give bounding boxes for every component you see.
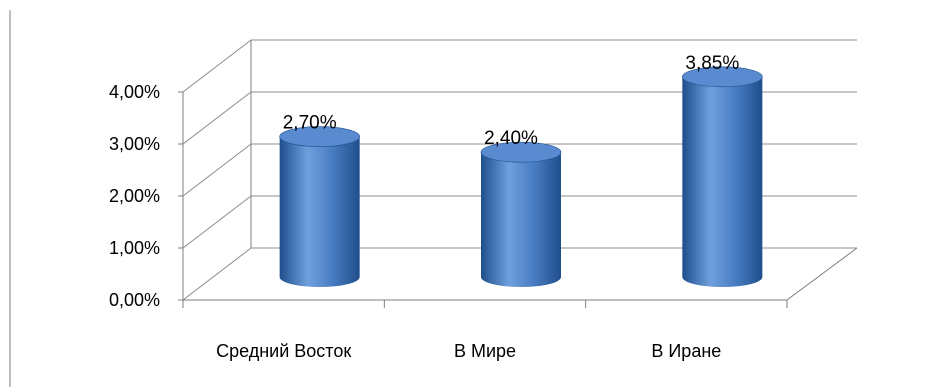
bar-top xyxy=(682,66,763,88)
data-label: 3,85% xyxy=(685,53,739,74)
x-axis-categories: Средний Восток В Мире В Иране xyxy=(182,300,788,361)
bar-body xyxy=(279,136,360,287)
y-tick-label: 4,00% xyxy=(109,82,160,102)
bar-body xyxy=(481,152,561,287)
bar-top xyxy=(480,141,562,163)
y-tick-label: 3,00% xyxy=(109,134,160,154)
x-category-label: Средний Восток xyxy=(216,341,351,361)
bar-top xyxy=(279,126,360,147)
side-gridline xyxy=(182,247,252,301)
bar-body xyxy=(682,76,763,287)
bars xyxy=(279,66,763,287)
side-gridline xyxy=(182,91,252,145)
side-gridline xyxy=(182,195,252,249)
data-labels: 2,70% 2,40% 3,85% xyxy=(283,53,740,149)
y-tick-label: 1,00% xyxy=(109,238,160,258)
side-gridline xyxy=(182,143,252,197)
y-tick-label: 0,00% xyxy=(109,290,160,310)
data-label: 2,40% xyxy=(484,128,538,149)
side-gridline xyxy=(182,39,252,93)
x-category-label: В Иране xyxy=(651,341,721,361)
floor-right-edge xyxy=(786,247,858,301)
bar-cylinder xyxy=(279,126,360,287)
bar-cylinder xyxy=(682,66,763,287)
data-label: 2,70% xyxy=(283,113,337,134)
y-tick-label: 2,00% xyxy=(109,186,160,206)
y-axis-ticks: 0,00% 1,00% 2,00% 3,00% 4,00% xyxy=(109,82,183,310)
x-category-label: В Мире xyxy=(454,341,516,361)
bar-cylinder xyxy=(480,141,562,287)
